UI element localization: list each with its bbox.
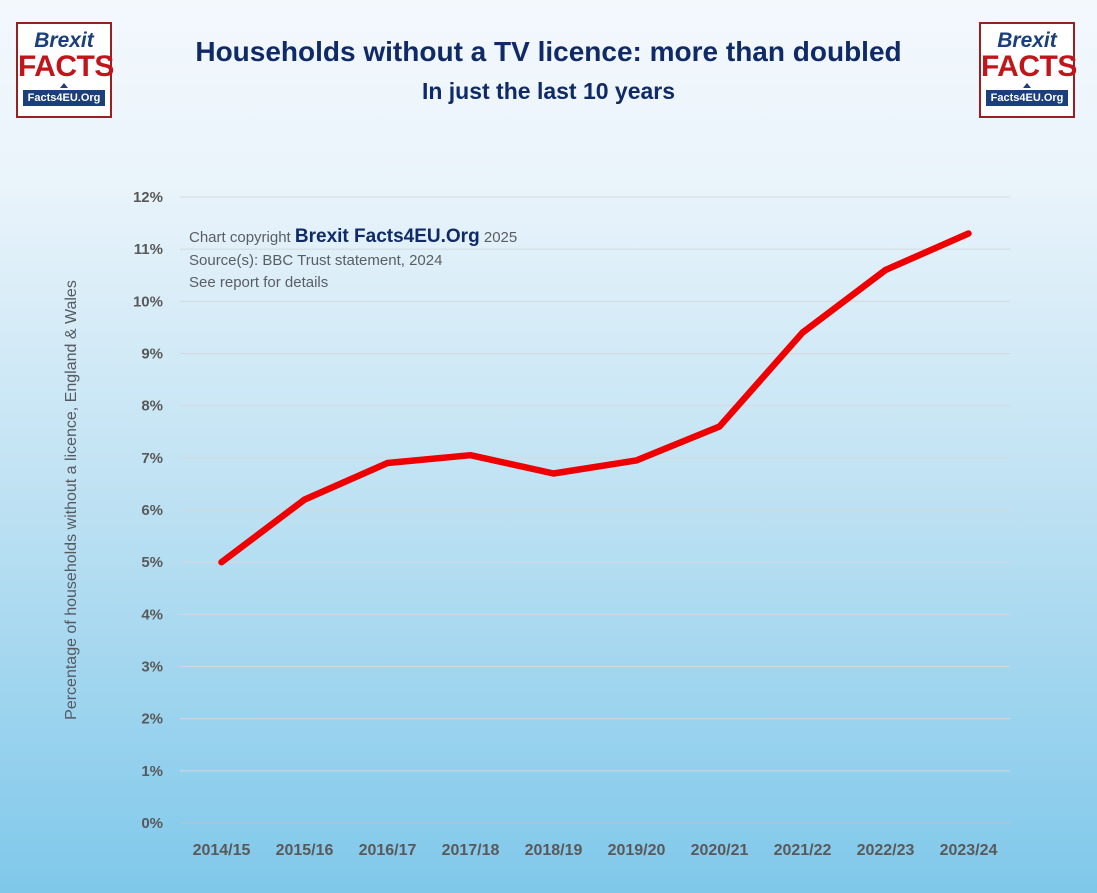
y-tick-label: 12% [133, 189, 163, 206]
y-tick-label: 9% [141, 346, 163, 363]
y-tick-label: 10% [133, 293, 163, 310]
data-point [470, 454, 471, 456]
y-tick-label: 2% [141, 711, 163, 728]
y-tick-label: 4% [141, 606, 163, 623]
logo-middle-text: FACTS [981, 50, 1077, 83]
logo-top-text: Brexit [34, 29, 94, 52]
x-tick-label: 2023/24 [940, 842, 998, 859]
chart-title: Households without a TV licence: more th… [195, 36, 902, 67]
y-tick-label: 7% [141, 450, 163, 467]
logo-middle-text: FACTS [18, 50, 114, 83]
logo-triangle-icon [1023, 83, 1031, 88]
details-note: See report for details [189, 274, 329, 291]
data-point [387, 462, 388, 464]
data-point [968, 233, 969, 235]
copyright-brand: Brexit Facts4EU.Org [294, 226, 480, 247]
y-tick-label: 11% [134, 241, 163, 258]
x-tick-label: 2018/19 [525, 842, 583, 859]
series-line [218, 230, 972, 566]
y-tick-label: 0% [141, 815, 163, 832]
data-point [553, 472, 554, 474]
logo-bottom-text: Facts4EU.Org [985, 90, 1069, 106]
logo-top-text: Brexit [997, 29, 1057, 52]
copyright-year: 2025 [483, 229, 518, 246]
y-tick-label: 8% [141, 398, 163, 415]
y-tick-label: 1% [141, 763, 163, 780]
y-tick-label: 6% [141, 502, 163, 519]
x-tick-label: 2015/16 [276, 842, 334, 859]
x-tick-label: 2020/21 [691, 842, 749, 859]
data-point [885, 269, 886, 271]
data-point [802, 332, 803, 334]
x-tick-label: 2014/15 [193, 842, 251, 859]
y-tick-label: 5% [141, 554, 163, 571]
chart-subtitle: In just the last 10 years [421, 78, 676, 104]
source-note: Source(s): BBC Trust statement, 2024 [189, 252, 443, 269]
logo-bottom-text: Facts4EU.Org [22, 90, 106, 106]
x-tick-label: 2019/20 [608, 842, 666, 859]
x-tick-label: 2017/18 [442, 842, 500, 859]
data-point [304, 499, 305, 501]
logo-triangle-icon [60, 83, 68, 88]
data-point [719, 426, 720, 428]
data-point [221, 561, 222, 563]
x-tick-label: 2016/17 [359, 842, 417, 859]
brexit-facts-logo-left: Brexit FACTS Facts4EU.Org [16, 22, 114, 118]
copyright-prefix: Chart copyright [189, 229, 291, 246]
x-tick-label: 2021/22 [774, 842, 832, 859]
copyright-note: Chart copyright Brexit Facts4EU.Org 2025 [189, 226, 517, 248]
x-tick-label: 2022/23 [857, 842, 915, 859]
data-point [636, 459, 637, 461]
brexit-facts-logo-right: Brexit FACTS Facts4EU.Org [979, 22, 1077, 118]
y-tick-label: 3% [141, 659, 163, 676]
